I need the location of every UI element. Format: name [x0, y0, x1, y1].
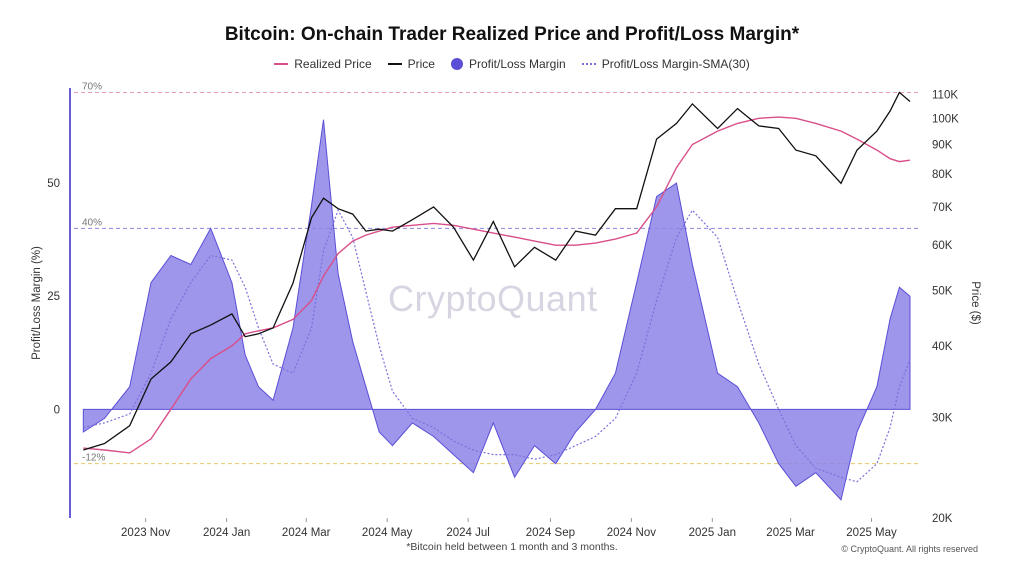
y-left-tick-label-1: 25 [47, 291, 60, 303]
series-line-price [83, 91, 911, 451]
reference-label-0: 70% [82, 82, 102, 93]
x-tick-label-6: 2024 Nov [607, 527, 656, 539]
x-tick-label-0: 2023 Nov [121, 527, 170, 539]
legend-swatch-profit-loss-margin [450, 58, 463, 70]
legend-swatch-realized-price [274, 63, 289, 65]
x-tick-label-2: 2024 Mar [282, 527, 331, 539]
y-right-tick-label-2: 40K [932, 341, 953, 353]
x-tick-label-9: 2025 May [846, 527, 897, 539]
footnote: *Bitcoin held between 1 month and 3 mont… [406, 541, 618, 553]
y-left-tick-label-0: 0 [54, 404, 60, 416]
x-tick-label-8: 2025 Mar [766, 527, 815, 539]
reference-label-2: -12% [82, 453, 105, 464]
y-left-tick-label-2: 50 [47, 178, 60, 190]
series-line-sma [83, 208, 911, 483]
y-right-axis-title: Price ($) [969, 281, 981, 325]
chart-legend: Realized Price Price Profit/Loss Margin … [0, 57, 1024, 71]
chart-title: Bitcoin: On-chain Trader Realized Price … [224, 24, 800, 45]
y-right-tick-label-0: 20K [932, 513, 953, 525]
y-right-tick-label-4: 60K [932, 240, 953, 252]
legend-item-realized-price[interactable]: Realized Price [274, 57, 372, 71]
legend-label-profit-loss-margin: Profit/Loss Margin [468, 57, 566, 71]
x-tick-label-1: 2024 Jan [203, 527, 250, 539]
legend-item-profit-loss-margin[interactable]: Profit/Loss Margin [450, 57, 566, 71]
legend-swatch-sma [581, 63, 596, 65]
legend-label-price: Price [407, 57, 435, 71]
x-tick-label-4: 2024 Jul [446, 527, 489, 539]
x-tick-label-5: 2024 Sep [526, 527, 575, 539]
series-line-realized-price [83, 116, 911, 454]
y-right-tick-label-6: 80K [932, 169, 953, 181]
y-right-tick-label-7: 90K [932, 140, 953, 152]
y-right-tick-label-8: 100K [932, 113, 959, 125]
x-tick-label-7: 2025 Jan [689, 527, 736, 539]
watermark-logo: CryptoQuant [388, 278, 598, 319]
x-tick-label-3: 2024 May [362, 527, 413, 539]
legend-label-realized-price: Realized Price [294, 57, 372, 71]
copyright-notice: © CryptoQuant. All rights reserved [841, 544, 978, 554]
series-area-profit-loss-margin [82, 119, 911, 501]
y-left-axis-title: Profit/Loss Margin (%) [31, 246, 43, 360]
legend-label-sma: Profit/Loss Margin-SMA(30) [601, 57, 750, 71]
y-right-tick-label-3: 50K [932, 285, 953, 297]
legend-swatch-price [387, 63, 402, 65]
legend-item-price[interactable]: Price [387, 57, 435, 71]
legend-item-sma[interactable]: Profit/Loss Margin-SMA(30) [581, 57, 750, 71]
y-right-tick-label-5: 70K [932, 202, 953, 214]
y-right-tick-label-1: 30K [932, 412, 953, 424]
y-right-tick-label-9: 110K [932, 90, 958, 102]
reference-label-1: 40% [82, 217, 102, 228]
